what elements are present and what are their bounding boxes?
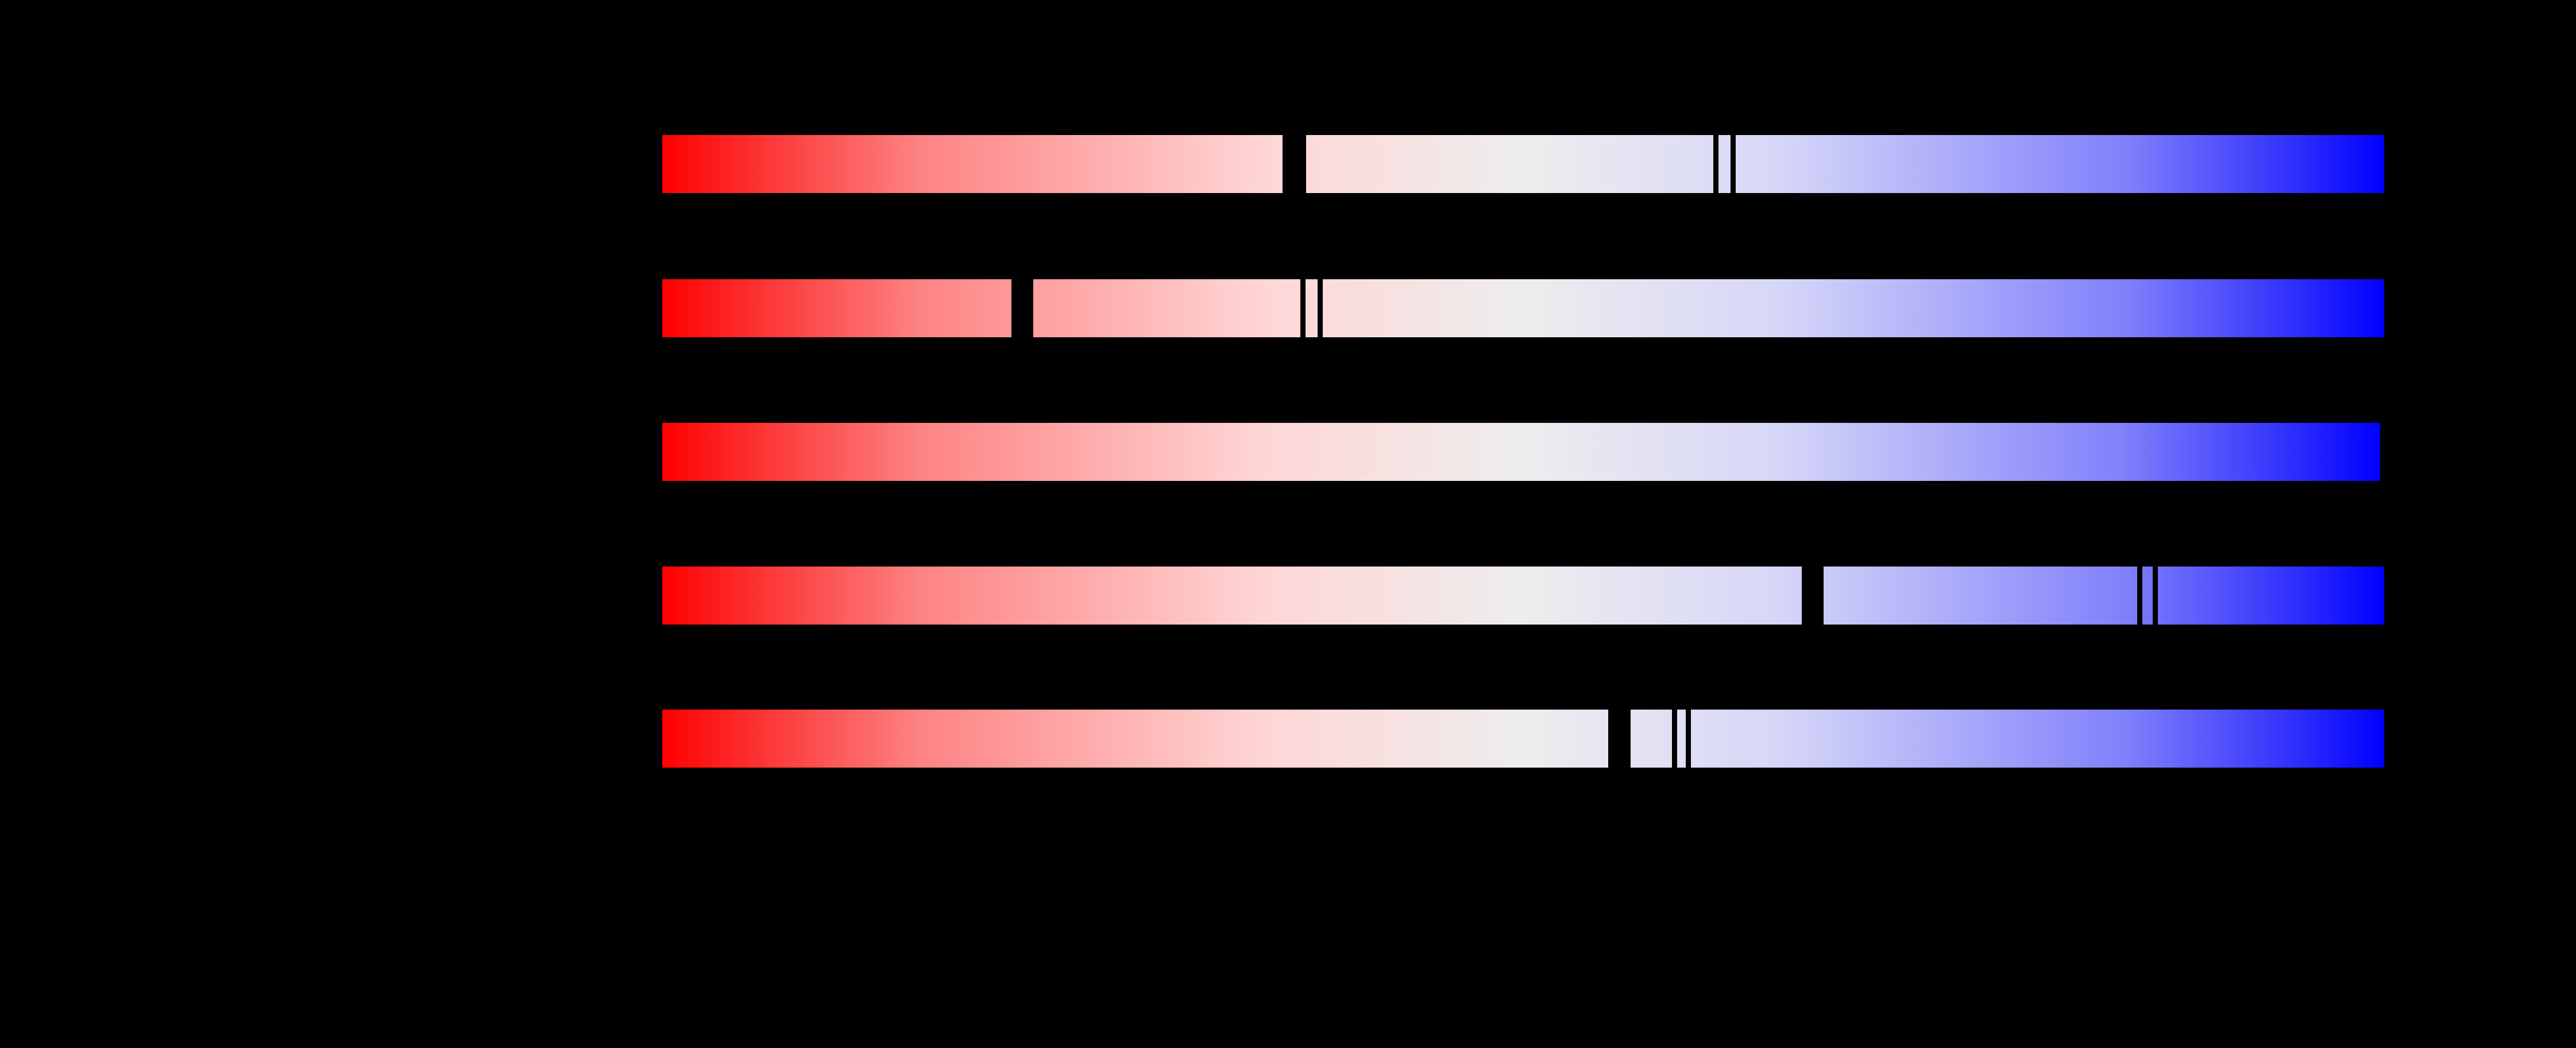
tick-mark [1731,135,1736,193]
tick-mark [1713,135,1719,193]
segment-gap [1011,279,1033,337]
tick-mark [1317,279,1323,337]
segment-gap [1801,567,1824,625]
gradient-bar-track-4 [662,567,2384,625]
tick-mark [2137,567,2142,625]
gradient-bar-track-3 [662,423,2381,481]
gradient-bar-track-5 [662,710,2384,768]
tick-mark [1686,710,1691,768]
gradient-bar-track-2 [662,279,2384,337]
segment-gap [1608,710,1631,768]
tick-mark [2152,567,2158,625]
tick-mark [1300,279,1306,337]
gradient-bar-track-1 [662,135,2384,193]
tick-mark [1672,710,1678,768]
segment-gap [1282,135,1306,193]
